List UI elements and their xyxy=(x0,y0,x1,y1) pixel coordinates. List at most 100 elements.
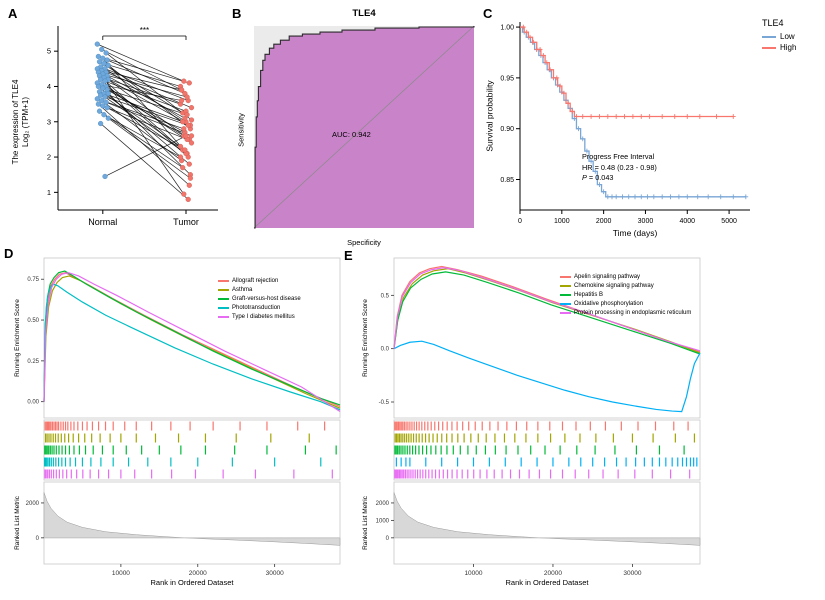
tick-label: 4 xyxy=(47,82,51,91)
legend-swatch xyxy=(218,288,229,291)
legend-label: Apelin signaling pathway xyxy=(574,273,641,280)
paired-expression-plot: 1 2 3 4 5 Normal Tumor *** xyxy=(47,26,218,227)
tick-label: 0.25 xyxy=(27,359,39,365)
auc-label: AUC: 0.942 xyxy=(332,130,371,139)
legend-swatch xyxy=(560,275,571,278)
gsea-d-es-axis-title: Running Enrichment Score xyxy=(13,299,21,377)
legend-label: Graft-versus-host disease xyxy=(232,295,301,302)
km-legend: TLE4 Low High xyxy=(762,18,796,53)
legend-label: Oxidative phosphorylation xyxy=(574,300,644,307)
legend-label: Hepatitis B xyxy=(574,291,604,298)
tick-label: 2000 xyxy=(376,501,390,507)
tick-label: 0 xyxy=(386,536,390,542)
tick-label: 1.00 xyxy=(500,25,514,32)
es-curve-phototransduction xyxy=(43,283,341,411)
tick-label: 20000 xyxy=(544,570,562,577)
legend-item-allograft-rejection: Allograft rejection xyxy=(218,276,301,285)
km-series-high xyxy=(520,24,736,119)
tick-label: 30000 xyxy=(623,570,641,577)
tick-label: 2000 xyxy=(596,218,612,225)
panel-e: E -0.5 0.0 0.5 0 1000 2000 10000 20000 30000 Run… xyxy=(344,246,708,600)
tick-label: 0.5 xyxy=(381,293,390,299)
ranked-metric-area xyxy=(393,492,701,546)
tick-label: 0.00 xyxy=(27,400,39,406)
tick-label: 0.0 xyxy=(381,347,390,353)
hit-ticks-oxidative-phosphorylation xyxy=(395,457,698,467)
roc-title: TLE4 xyxy=(352,8,376,19)
ranked-metric-area xyxy=(43,492,341,546)
legend-swatch xyxy=(218,279,229,282)
tick-label: 2000 xyxy=(26,501,40,507)
roc-x-axis-title: Specificity xyxy=(347,238,381,247)
hit-ticks-protein-processing-in-endoplasmic-reticulum xyxy=(394,469,691,479)
legend-item-type-i-diabetes-mellitus: Type I diabetes mellitus xyxy=(218,312,301,321)
tick-label: 10000 xyxy=(464,570,482,577)
metric-panel xyxy=(43,481,341,565)
significance-stars: *** xyxy=(140,26,149,35)
tick-label: 10000 xyxy=(112,570,130,577)
gsea-d-x-axis-title: Rank in Ordered Dataset xyxy=(150,578,234,587)
hit-ticks-chemokine-signaling-pathway xyxy=(394,433,696,443)
legend-item-graft-versus-host-disease: Graft-versus-host disease xyxy=(218,294,301,303)
roc-y-axis-title: Sensitivity xyxy=(236,113,246,147)
gsea-e-es-axis-title: Running Enrichment Score xyxy=(361,299,369,377)
panel-a: A The expression of TLE4 Log₂ (TPM+1) 1 2 3… xyxy=(6,6,232,246)
pair-lines xyxy=(97,43,192,200)
tick-label: 1000 xyxy=(554,218,570,225)
tick-label: 30000 xyxy=(266,570,284,577)
km-plot: 0.85 0.90 0.95 1.00 0 1000 2000 3000 4000 5000 xyxy=(500,22,750,225)
tick-label: 0 xyxy=(36,536,40,542)
tick-label: 0.85 xyxy=(500,177,514,184)
gsea-plot-e: -0.5 0.0 0.5 0 1000 2000 10000 20000 30000 xyxy=(376,257,701,577)
es-panel xyxy=(43,257,341,419)
hit-ticks-phototransduction xyxy=(44,457,322,467)
legend-item-phototransduction: Phototransduction xyxy=(218,303,301,312)
hit-rug-panel xyxy=(393,419,701,481)
legend-label: Type I diabetes mellitus xyxy=(232,313,295,320)
category-label: Tumor xyxy=(173,217,199,227)
km-legend-label-low: Low xyxy=(780,32,795,41)
hit-ticks-type-i-diabetes-mellitus xyxy=(44,469,333,479)
es-curve-protein-processing-in-endoplasmic-reticulum xyxy=(393,266,701,352)
gsea-e-legend: Apelin signaling pathway Chemokine signal… xyxy=(560,272,691,317)
km-legend-item-low: Low xyxy=(762,31,796,42)
tick-label: 0.50 xyxy=(27,318,39,324)
legend-item-hepatitis-b: Hepatitis B xyxy=(560,290,691,299)
panel-d: D 0.00 0.25 0.50 0.75 0 2000 10000 20000 30000 R… xyxy=(4,246,348,600)
low-line-swatch xyxy=(762,35,776,38)
tick-label: 0.75 xyxy=(27,277,39,283)
panel-b-letter: B xyxy=(232,6,242,21)
panel-a-y-title-line1: The expression of TLE4 xyxy=(11,79,20,165)
km-annotation-line2: HR = 0.48 (0.23 - 0.98) xyxy=(582,162,657,172)
legend-swatch xyxy=(560,311,571,314)
tick-label: 2 xyxy=(47,153,51,162)
legend-swatch xyxy=(560,302,571,305)
gsea-d-legend: Allograft rejection Asthma Graft-versus-ho… xyxy=(218,276,301,321)
hit-rug-panel xyxy=(43,419,341,481)
roc-plot xyxy=(253,25,475,229)
gsea-d-metric-axis-title: Ranked List Metric xyxy=(13,496,21,550)
hit-ticks-graft-versus-host-disease xyxy=(44,445,337,455)
legend-swatch xyxy=(218,297,229,300)
panel-d-letter: D xyxy=(4,246,14,261)
km-annotation-line3: P = 0.043 xyxy=(582,173,614,183)
roc-curve xyxy=(254,26,475,229)
tick-label: 1 xyxy=(47,188,51,197)
legend-item-oxidative-phosphorylation: Oxidative phosphorylation xyxy=(560,299,691,308)
tick-label: 3000 xyxy=(638,218,654,225)
tumor-points xyxy=(177,78,195,203)
gsea-e-x-axis-title: Rank in Ordered Dataset xyxy=(505,578,589,587)
legend-swatch xyxy=(560,293,571,296)
chance-diagonal xyxy=(253,25,475,229)
km-y-axis-title: Survival probability xyxy=(484,80,495,152)
panel-a-y-axis-title: The expression of TLE4 Log₂ (TPM+1) xyxy=(11,80,31,165)
es-panel xyxy=(393,257,701,419)
legend-label: Allograft rejection xyxy=(232,277,279,284)
hit-ticks-asthma xyxy=(44,433,310,443)
es-curve-oxidative-phosphorylation xyxy=(393,340,701,413)
es-curve-hepatitis-b xyxy=(393,271,701,355)
km-legend-title: TLE4 xyxy=(762,18,784,28)
category-label: Normal xyxy=(88,217,117,227)
legend-swatch xyxy=(560,284,571,287)
gsea-plot-d: 0.00 0.25 0.50 0.75 0 2000 10000 20000 30000 xyxy=(26,257,341,577)
